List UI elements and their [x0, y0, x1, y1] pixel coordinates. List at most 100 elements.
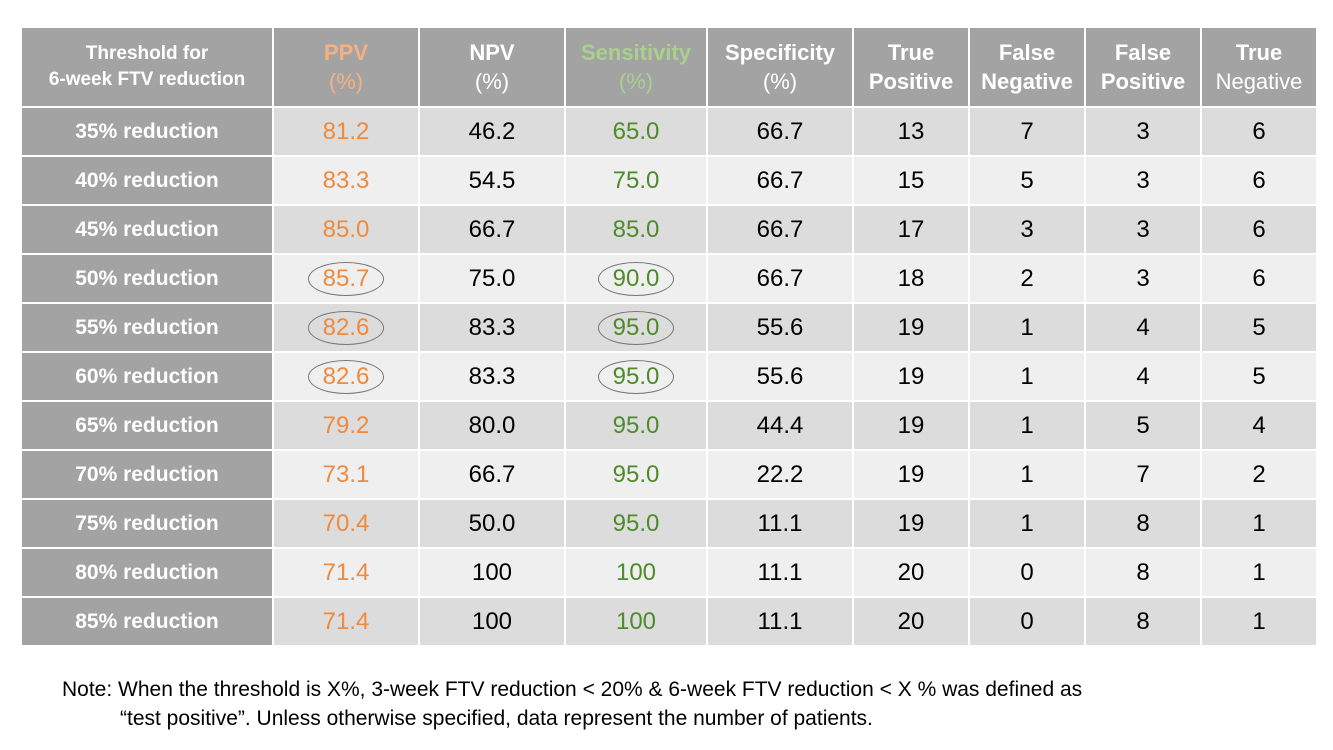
cell-fp: 3	[1084, 204, 1202, 255]
cell-threshold: 85% reduction	[20, 596, 274, 647]
cell-specificity-value: 66.7	[756, 215, 804, 243]
cell-specificity: 22.2	[706, 449, 854, 500]
header-threshold: Threshold for 6-week FTV reduction	[20, 26, 274, 108]
cell-fn-value: 2	[1020, 264, 1034, 292]
cell-tp: 20	[852, 547, 970, 598]
cell-tn-value: 6	[1252, 166, 1266, 194]
cell-tn-value: 1	[1252, 509, 1266, 537]
cell-sensitivity-value: 65.0	[612, 117, 660, 145]
cell-specificity: 44.4	[706, 400, 854, 451]
cell-tn-value: 5	[1252, 362, 1266, 390]
cell-sensitivity-value: 100	[615, 558, 657, 586]
cell-npv-value: 50.0	[468, 509, 516, 537]
cell-tp-value: 17	[897, 215, 925, 243]
cell-tn: 5	[1200, 351, 1318, 402]
cell-fn-value: 1	[1020, 411, 1034, 439]
cell-fn-value: 1	[1020, 509, 1034, 537]
cell-fn: 2	[968, 253, 1086, 304]
cell-tn-value: 2	[1252, 460, 1266, 488]
cell-tn: 4	[1200, 400, 1318, 451]
cell-tp: 19	[852, 400, 970, 451]
cell-npv-value: 100	[471, 607, 513, 635]
cell-tn: 1	[1200, 596, 1318, 647]
cell-sensitivity-value: 85.0	[612, 215, 660, 243]
cell-tp-value: 19	[897, 313, 925, 341]
cell-threshold: 40% reduction	[20, 155, 274, 206]
cell-sensitivity-value: 95.0	[612, 460, 660, 488]
cell-ppv-value: 71.4	[322, 558, 370, 586]
cell-tn-value: 6	[1252, 117, 1266, 145]
cell-npv-value: 75.0	[468, 264, 516, 292]
cell-ppv-value: 81.2	[322, 117, 370, 145]
cell-npv-value: 80.0	[468, 411, 516, 439]
cell-fp-value: 7	[1136, 460, 1150, 488]
cell-fn-value: 1	[1020, 460, 1034, 488]
cell-tp-value: 20	[897, 558, 925, 586]
cell-npv-value: 100	[471, 558, 513, 586]
cell-fp-value: 3	[1136, 166, 1150, 194]
cell-specificity-value: 66.7	[756, 166, 804, 194]
cell-specificity-value: 55.6	[756, 313, 804, 341]
cell-npv-value: 46.2	[468, 117, 516, 145]
cell-fp-value: 8	[1136, 509, 1150, 537]
cell-tp: 13	[852, 106, 970, 157]
cell-fn: 1	[968, 400, 1086, 451]
cell-threshold: 45% reduction	[20, 204, 274, 255]
header-specificity: Specificity (%)	[706, 26, 854, 108]
header-npv-line1: NPV	[469, 40, 515, 65]
cell-fn: 0	[968, 596, 1086, 647]
cell-specificity-value: 55.6	[756, 362, 804, 390]
cell-fn-value: 5	[1020, 166, 1034, 194]
cell-fp: 8	[1084, 498, 1202, 549]
cell-ppv: 83.3	[272, 155, 420, 206]
results-table: Threshold for 6-week FTV reduction PPV (…	[20, 26, 1318, 647]
header-specificity-line2: (%)	[762, 69, 798, 94]
header-sensitivity-line2: (%)	[618, 69, 654, 94]
cell-ppv: 81.2	[272, 106, 420, 157]
cell-threshold: 50% reduction	[20, 253, 274, 304]
cell-ppv-value-circled: 82.6	[307, 359, 385, 394]
header-npv: NPV (%)	[418, 26, 566, 108]
cell-npv: 100	[418, 547, 566, 598]
cell-fp-value: 3	[1136, 264, 1150, 292]
cell-fn-value: 1	[1020, 362, 1034, 390]
cell-specificity: 11.1	[706, 547, 854, 598]
cell-fn-value: 1	[1020, 313, 1034, 341]
cell-tn: 6	[1200, 204, 1318, 255]
cell-ppv: 85.0	[272, 204, 420, 255]
cell-sensitivity: 95.0	[564, 498, 708, 549]
cell-sensitivity-value: 100	[615, 607, 657, 635]
cell-fn-value: 7	[1020, 117, 1034, 145]
cell-tn-value: 1	[1252, 558, 1266, 586]
cell-threshold-value: 80% reduction	[75, 560, 219, 584]
cell-ppv-value: 73.1	[322, 460, 370, 488]
cell-fp: 4	[1084, 302, 1202, 353]
cell-threshold-value: 35% reduction	[75, 119, 219, 143]
cell-threshold-value: 60% reduction	[75, 364, 219, 388]
cell-tp-value: 19	[897, 460, 925, 488]
header-ppv-line1: PPV	[323, 40, 369, 65]
table-row: 35% reduction 81.2 46.2 65.0 66.7 13 7 3 6	[20, 106, 1318, 157]
cell-threshold: 55% reduction	[20, 302, 274, 353]
cell-specificity: 55.6	[706, 302, 854, 353]
cell-npv: 66.7	[418, 449, 566, 500]
cell-sensitivity-value: 75.0	[612, 166, 660, 194]
cell-threshold: 80% reduction	[20, 547, 274, 598]
header-sensitivity-line1: Sensitivity	[580, 40, 692, 65]
cell-threshold: 65% reduction	[20, 400, 274, 451]
cell-npv: 80.0	[418, 400, 566, 451]
footnote-line1: Note: When the threshold is X%, 3-week F…	[62, 678, 1083, 701]
header-true-positive: True Positive	[852, 26, 970, 108]
cell-fp-value: 3	[1136, 215, 1150, 243]
header-row: Threshold for 6-week FTV reduction PPV (…	[20, 26, 1318, 108]
footnote: Note: When the threshold is X%, 3-week F…	[62, 675, 1302, 733]
cell-sensitivity-value-circled: 95.0	[597, 359, 675, 394]
cell-specificity: 11.1	[706, 498, 854, 549]
header-false-positive: False Positive	[1084, 26, 1202, 108]
table-row: 55% reduction 82.6 83.3 95.0 55.6 19 1 4 5	[20, 302, 1318, 353]
table-row: 70% reduction 73.1 66.7 95.0 22.2 19 1 7 2	[20, 449, 1318, 500]
cell-tp-value: 15	[897, 166, 925, 194]
cell-fn-value: 3	[1020, 215, 1034, 243]
cell-fp: 3	[1084, 253, 1202, 304]
cell-fp: 8	[1084, 596, 1202, 647]
